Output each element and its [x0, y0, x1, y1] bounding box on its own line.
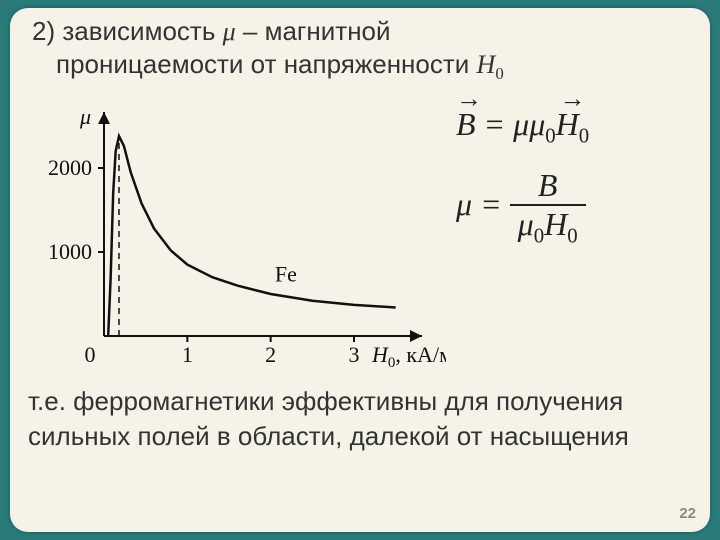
fraction: Bμ0H0: [510, 167, 586, 248]
footer-text: т.е. ферромагнетики эффективны для получ…: [28, 384, 694, 453]
svg-text:Fe: Fe: [275, 262, 297, 287]
title-mu: μ: [223, 17, 236, 46]
chart-container: 1000 2000 0 1 2 3 μ Fe H0, кА/м: [26, 88, 446, 378]
svg-text:1: 1: [182, 342, 193, 367]
sub-0a: 0: [545, 125, 555, 148]
svg-text:2000: 2000: [48, 155, 92, 180]
svg-text:1000: 1000: [48, 239, 92, 264]
svg-text:2: 2: [265, 342, 276, 367]
formula-column: B = μμ0H0 μ = Bμ0H0: [446, 88, 694, 378]
formula-B: B = μμ0H0: [456, 106, 694, 148]
title-H0: H0: [477, 50, 504, 79]
frac-num: B: [510, 167, 586, 204]
page-number: 22: [679, 505, 696, 522]
mu-mu: μμ: [513, 106, 545, 142]
svg-text:0: 0: [85, 342, 96, 367]
eq-sign-2: =: [472, 186, 510, 222]
slide-card: 2) зависимость μ – магнитной проницаемос…: [10, 8, 710, 532]
title-line-2: проницаемости от напряженности H0: [56, 49, 694, 84]
title-dash: – магнитной: [236, 16, 391, 46]
svg-text:H0, кА/м: H0, кА/м: [371, 342, 446, 371]
title-line-1: 2) зависимость μ – магнитной: [32, 16, 694, 47]
mu-lhs: μ: [456, 186, 472, 222]
vec-B: B: [456, 106, 476, 143]
formula-mu: μ = Bμ0H0: [456, 167, 694, 248]
vec-H0: H0: [556, 106, 590, 148]
permeability-chart: 1000 2000 0 1 2 3 μ Fe H0, кА/м: [26, 88, 446, 378]
frac-den: μ0H0: [510, 204, 586, 248]
content-row: 100020000123μFeH0, кА/м B = μμ0H0 μ = Bμ…: [26, 88, 694, 378]
svg-text:μ: μ: [79, 104, 91, 129]
svg-text:3: 3: [349, 342, 360, 367]
title-prefix: 2) зависимость: [32, 16, 223, 46]
title-line2-text: проницаемости от напряженности: [56, 49, 477, 79]
